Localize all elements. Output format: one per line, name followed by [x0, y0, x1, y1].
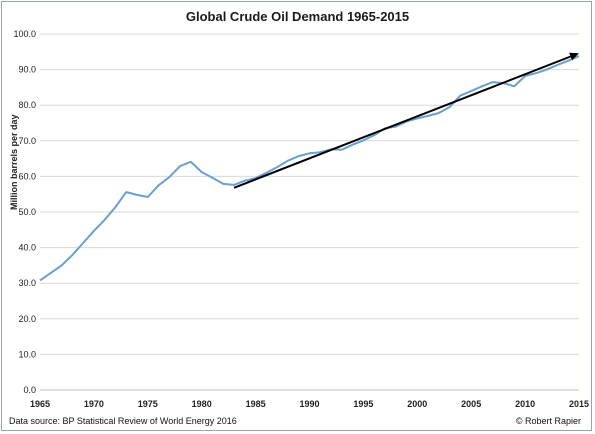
trendline-arrowhead	[569, 52, 579, 61]
copyright-credit: © Robert Rapier	[515, 416, 581, 426]
trendline-layer	[233, 52, 579, 189]
y-tick-label: 0.0	[23, 385, 36, 395]
y-tick-label: 90.0	[18, 65, 36, 75]
x-tick-label: 2005	[461, 399, 481, 409]
x-tick-label: 1975	[138, 399, 158, 409]
y-tick-label: 80.0	[18, 100, 36, 110]
y-axis-ticks: 0.0 10.0 20.0 30.0 40.0 50.0 60.0 70.0 80.0 90.0 1…	[13, 29, 36, 395]
y-tick-label: 20.0	[18, 314, 36, 324]
series-layer	[39, 55, 580, 282]
x-tick-label: 1965	[30, 399, 50, 409]
x-tick-label: 1985	[246, 399, 266, 409]
y-tick-label: 10.0	[18, 349, 36, 359]
y-tick-label: 40.0	[18, 243, 36, 253]
x-tick-label: 2015	[569, 399, 589, 409]
y-tick-label: 70.0	[18, 136, 36, 146]
y-axis-label: Million barrels per day	[9, 114, 19, 210]
x-tick-label: 1980	[192, 399, 212, 409]
x-axis-ticks: 1965 1970 1975 1980 1985 1990 1995 2000 2005 2010…	[30, 399, 589, 409]
x-tick-label: 1990	[299, 399, 319, 409]
chart-title: Global Crude Oil Demand 1965-2015	[185, 9, 410, 24]
y-tick-label: 30.0	[18, 278, 36, 288]
x-tick-label: 1970	[84, 399, 104, 409]
y-tick-label: 50.0	[18, 207, 36, 217]
y-tick-label: 100.0	[13, 29, 36, 39]
series-line-demand	[39, 55, 580, 282]
x-tick-label: 2010	[515, 399, 535, 409]
x-tick-label: 2000	[407, 399, 427, 409]
data-source-note: Data source: BP Statistical Review of Wo…	[9, 416, 237, 426]
trendline	[233, 55, 571, 189]
y-tick-label: 60.0	[18, 171, 36, 181]
gridlines	[40, 33, 579, 355]
x-tick-label: 1995	[353, 399, 373, 409]
